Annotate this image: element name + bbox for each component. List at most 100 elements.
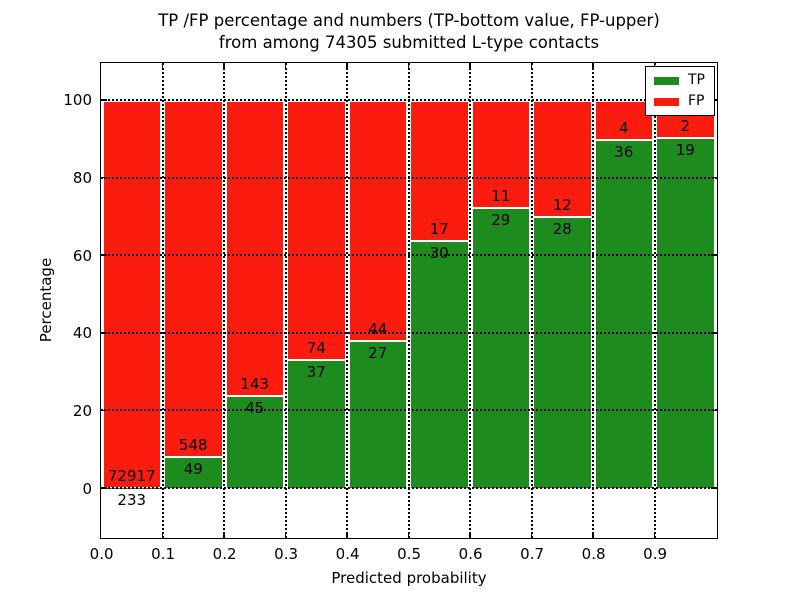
tp-count-label: 29 bbox=[491, 210, 511, 229]
y-tick-label: 100 bbox=[63, 91, 92, 110]
x-tick-mark bbox=[346, 532, 348, 538]
tp-legend-label: TP bbox=[688, 72, 705, 88]
y-tick-mark bbox=[711, 254, 717, 256]
fp-bar-segment bbox=[225, 100, 284, 397]
y-tick-mark bbox=[101, 332, 107, 334]
fp-count-label: 4 bbox=[618, 118, 629, 137]
tp-count-label: 28 bbox=[552, 220, 572, 239]
x-tick-mark bbox=[223, 63, 225, 69]
fp-count-label: 74 bbox=[306, 338, 326, 357]
x-tick-mark bbox=[592, 63, 594, 69]
fp-bar-segment bbox=[348, 100, 407, 342]
fp-count-label: 2 bbox=[680, 116, 691, 135]
x-tick-mark bbox=[407, 63, 410, 69]
y-tick-mark bbox=[711, 409, 717, 412]
y-tick-label: 40 bbox=[72, 324, 92, 343]
legend-entry-fp: FP bbox=[654, 94, 705, 109]
x-tick-mark bbox=[161, 532, 164, 538]
x-tick-mark bbox=[469, 532, 471, 538]
fp-bar-segment bbox=[533, 100, 592, 218]
x-tick-label: 0.8 bbox=[581, 545, 606, 563]
x-tick-mark bbox=[284, 63, 287, 69]
x-tick-mark bbox=[161, 63, 164, 69]
x-tick-mark bbox=[223, 532, 225, 538]
y-tick-mark bbox=[101, 254, 107, 256]
x-tick-mark bbox=[530, 63, 533, 69]
fp-bar-segment bbox=[102, 100, 161, 488]
v-gridline bbox=[530, 63, 533, 538]
x-tick-label: 0.2 bbox=[212, 545, 237, 563]
x-tick-mark bbox=[530, 532, 533, 538]
tp-count-label: 45 bbox=[245, 399, 265, 418]
tp-count-label: 37 bbox=[306, 362, 326, 381]
y-tick-mark bbox=[101, 409, 107, 412]
fp-count-label: 11 bbox=[491, 186, 511, 205]
x-axis-label: Predicted probability bbox=[331, 569, 487, 587]
tp-bar-segment bbox=[410, 241, 469, 490]
y-tick-mark bbox=[711, 332, 717, 334]
v-gridline bbox=[161, 63, 164, 538]
fp-legend-swatch bbox=[654, 97, 679, 106]
tp-bar-segment bbox=[287, 359, 346, 490]
v-gridline bbox=[469, 63, 471, 538]
fp-count-label: 12 bbox=[552, 196, 572, 215]
x-tick-label: 0.6 bbox=[458, 545, 483, 563]
tp-bar-segment bbox=[225, 396, 284, 490]
value-labels-layer: 72917 233 548 49 143 45 74 37 44 27 17 30 11 29 12 28 4 3… bbox=[101, 63, 717, 538]
y-tick-label: 80 bbox=[72, 169, 92, 188]
chart-title-line1: TP /FP percentage and numbers (TP-bottom… bbox=[158, 11, 660, 30]
fp-bar-segment bbox=[410, 100, 469, 242]
v-gridline bbox=[653, 63, 656, 538]
x-tick-mark bbox=[653, 532, 656, 538]
tp-count-label: 27 bbox=[368, 344, 388, 363]
fp-bar-segment bbox=[164, 100, 223, 458]
x-tick-mark bbox=[284, 532, 287, 538]
fp-bar-segment bbox=[287, 100, 346, 360]
x-tick-label: 0.3 bbox=[274, 545, 299, 563]
x-tick-label: 0.5 bbox=[397, 545, 422, 563]
fp-count-label: 548 bbox=[178, 436, 208, 455]
fp-bar-segment bbox=[471, 100, 530, 208]
y-tick-mark bbox=[101, 99, 107, 101]
x-tick-label: 0.7 bbox=[520, 545, 545, 563]
v-gridline bbox=[284, 63, 287, 538]
y-tick-mark bbox=[711, 176, 717, 179]
gridlines-layer bbox=[101, 63, 717, 538]
y-tick-mark bbox=[711, 487, 717, 489]
tp-count-label: 49 bbox=[183, 460, 203, 479]
y-tick-label: 0 bbox=[82, 479, 92, 498]
tp-bar-segment bbox=[656, 137, 715, 490]
legend: TP FP bbox=[645, 66, 715, 116]
tp-bar-segment bbox=[594, 139, 653, 490]
fp-count-label: 17 bbox=[429, 220, 449, 239]
x-tick-label: 0.0 bbox=[89, 545, 114, 563]
tp-count-label: 36 bbox=[614, 142, 634, 161]
fp-bar-segment bbox=[594, 100, 653, 140]
tp-count-label: 233 bbox=[117, 490, 147, 509]
x-tick-mark bbox=[592, 532, 594, 538]
y-tick-label: 60 bbox=[72, 246, 92, 265]
v-gridline bbox=[223, 63, 225, 538]
plot-area: 72917 233 548 49 143 45 74 37 44 27 17 30 11 29 12 28 4 3… bbox=[100, 62, 718, 539]
x-tick-mark bbox=[469, 63, 471, 69]
tp-bar-segment bbox=[533, 217, 592, 490]
y-tick-mark bbox=[101, 176, 107, 179]
fp-legend-label: FP bbox=[688, 93, 705, 109]
tp-legend-swatch bbox=[654, 76, 679, 85]
x-tick-mark bbox=[407, 532, 410, 538]
tp-bar-segment bbox=[348, 341, 407, 490]
legend-entry-tp: TP bbox=[654, 73, 705, 88]
x-tick-label: 0.4 bbox=[335, 545, 360, 563]
tp-count-label: 30 bbox=[429, 244, 449, 263]
v-gridline bbox=[346, 63, 348, 538]
v-gridline bbox=[407, 63, 410, 538]
bars-layer bbox=[101, 63, 717, 538]
chart-title-line2: from among 74305 submitted L-type contac… bbox=[218, 33, 600, 52]
x-tick-mark bbox=[346, 63, 348, 69]
fp-count-label: 143 bbox=[240, 375, 270, 394]
x-tick-label: 0.9 bbox=[643, 545, 668, 563]
fp-count-label: 72917 bbox=[107, 466, 156, 485]
v-gridline bbox=[592, 63, 594, 538]
y-tick-mark bbox=[101, 487, 107, 489]
